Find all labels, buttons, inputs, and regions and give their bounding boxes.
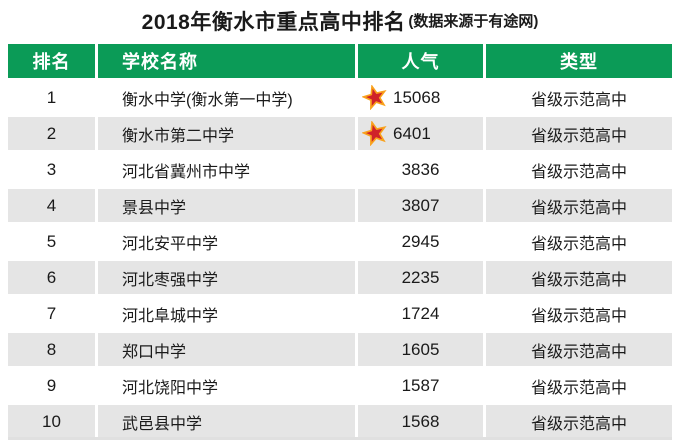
school-name-cell: 景县中学: [98, 189, 355, 222]
school-name-cell: 河北饶阳中学: [98, 369, 355, 402]
popularity-value: 1724: [401, 303, 440, 323]
school-name-cell: 武邑县中学: [98, 405, 355, 438]
popularity-cell: 2235: [358, 261, 483, 294]
popularity-content: 6401: [362, 117, 479, 150]
popularity-value: 2945: [401, 231, 440, 251]
table-row: 4 景县中学 3807 省级示范高中: [8, 189, 672, 222]
table-row: 6 河北枣强中学 2235 省级示范高中: [8, 261, 672, 294]
rank-cell: 1: [8, 81, 95, 114]
rank-cell: 2: [8, 117, 95, 150]
table-row: 9 河北饶阳中学 1587 省级示范高中: [8, 369, 672, 402]
school-type-cell: 省级示范高中: [486, 405, 672, 438]
title-source-note: (数据来源于有途网): [408, 13, 539, 30]
rank-cell: 7: [8, 297, 95, 330]
ranking-table: 排名 学校名称 人气 类型 1 衡水中学(衡水第一中学) 15068 省级示范高中 2 衡…: [5, 41, 675, 441]
title-main: 2018年衡水市重点高中排名: [141, 10, 406, 34]
header-popularity: 人气: [358, 44, 483, 78]
popularity-value: 1568: [401, 411, 440, 431]
popularity-value: 1605: [401, 339, 440, 359]
school-type-cell: 省级示范高中: [486, 261, 672, 294]
school-name-cell: 河北省冀州市中学: [98, 153, 355, 186]
popularity-cell: 3807: [358, 189, 483, 222]
table-row: 10 武邑县中学 1568 省级示范高中: [8, 405, 672, 438]
rank-cell: 9: [8, 369, 95, 402]
popularity-cell: 1568: [358, 405, 483, 438]
popularity-content: 1605: [362, 333, 479, 366]
popularity-value: 3807: [401, 195, 440, 215]
popularity-content: 1587: [362, 369, 479, 402]
table-row: 1 衡水中学(衡水第一中学) 15068 省级示范高中: [8, 81, 672, 114]
popularity-content: 3836: [362, 153, 479, 186]
popularity-content: 2945: [362, 225, 479, 258]
school-type-cell: 省级示范高中: [486, 153, 672, 186]
popularity-content: 3807: [362, 189, 479, 222]
header-type: 类型: [486, 44, 672, 78]
school-name-cell: 郑口中学: [98, 333, 355, 366]
school-type-cell: 省级示范高中: [486, 81, 672, 114]
table-row: 2 衡水市第二中学 6401 省级示范高中: [8, 117, 672, 150]
table-row: 3 河北省冀州市中学 3836 省级示范高中: [8, 153, 672, 186]
rank-cell: 10: [8, 405, 95, 438]
school-type-cell: 省级示范高中: [486, 297, 672, 330]
popularity-value: 1587: [401, 375, 440, 395]
header-school: 学校名称: [98, 44, 355, 78]
school-type-cell: 省级示范高中: [486, 117, 672, 150]
star-icon: [362, 85, 388, 110]
popularity-cell: 3836: [358, 153, 483, 186]
school-name-cell: 衡水中学(衡水第一中学): [98, 81, 355, 114]
popularity-cell: 1724: [358, 297, 483, 330]
popularity-cell: 6401: [358, 117, 483, 150]
rank-cell: 8: [8, 333, 95, 366]
popularity-cell: 15068: [358, 81, 483, 114]
popularity-cell: 1605: [358, 333, 483, 366]
school-name-cell: 河北枣强中学: [98, 261, 355, 294]
table-row: 5 河北安平中学 2945 省级示范高中: [8, 225, 672, 258]
star-icon: [362, 121, 388, 146]
school-type-cell: 省级示范高中: [486, 369, 672, 402]
table-row: 8 郑口中学 1605 省级示范高中: [8, 333, 672, 366]
popularity-value: 6401: [393, 123, 431, 143]
table-row: 7 河北阜城中学 1724 省级示范高中: [8, 297, 672, 330]
school-type-cell: 省级示范高中: [486, 189, 672, 222]
rank-cell: 5: [8, 225, 95, 258]
popularity-value: 15068: [393, 87, 441, 107]
popularity-cell: 2945: [358, 225, 483, 258]
school-name-cell: 河北阜城中学: [98, 297, 355, 330]
popularity-content: 2235: [362, 261, 479, 294]
popularity-value: 2235: [401, 267, 440, 287]
popularity-value: 3836: [401, 159, 440, 179]
rank-cell: 6: [8, 261, 95, 294]
school-type-cell: 省级示范高中: [486, 333, 672, 366]
popularity-cell: 1587: [358, 369, 483, 402]
popularity-content: 1568: [362, 405, 479, 438]
school-type-cell: 省级示范高中: [486, 225, 672, 258]
school-name-cell: 衡水市第二中学: [98, 117, 355, 150]
partial-next-row: [8, 437, 672, 440]
popularity-content: 1724: [362, 297, 479, 330]
rank-cell: 4: [8, 189, 95, 222]
header-rank: 排名: [8, 44, 95, 78]
header-row: 排名 学校名称 人气 类型: [8, 44, 672, 78]
rank-cell: 3: [8, 153, 95, 186]
popularity-content: 15068: [362, 81, 479, 114]
page-title: 2018年衡水市重点高中排名 (数据来源于有途网): [0, 0, 680, 41]
school-name-cell: 河北安平中学: [98, 225, 355, 258]
